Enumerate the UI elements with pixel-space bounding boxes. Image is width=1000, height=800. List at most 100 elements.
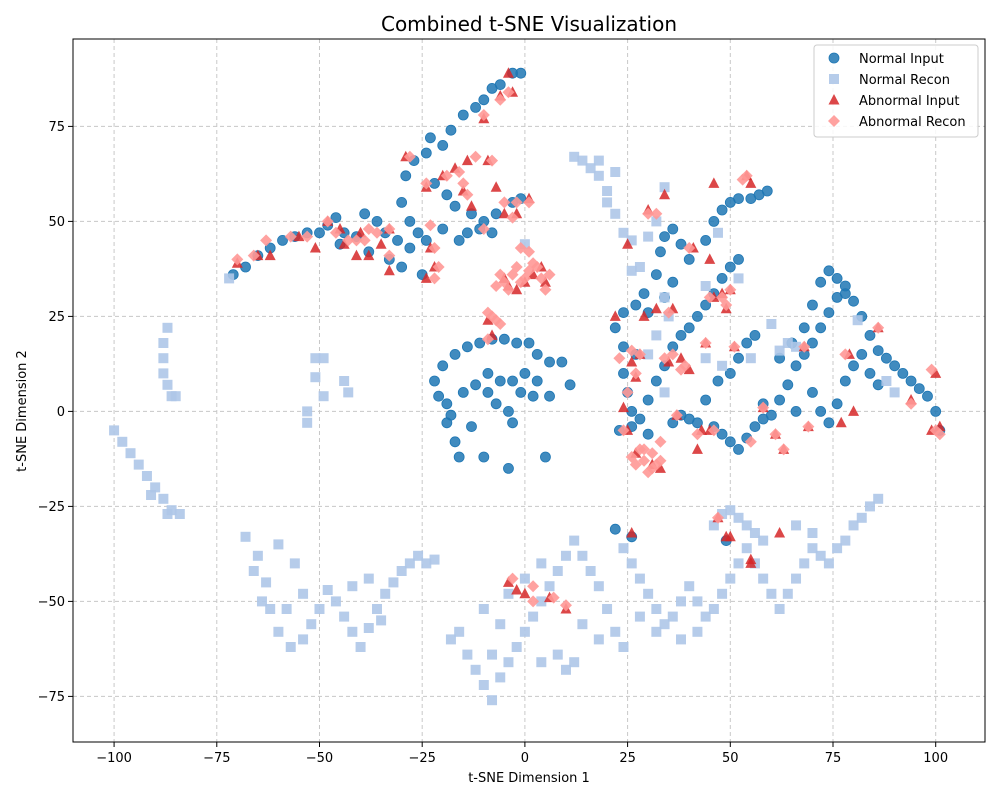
abnormal-input-point	[626, 527, 638, 538]
normal-input-point	[872, 345, 884, 357]
abnormal-recon-point	[527, 595, 540, 608]
normal-recon-point	[388, 577, 399, 588]
normal-recon-point	[692, 596, 703, 607]
normal-input-point	[519, 367, 531, 379]
normal-input-point	[503, 405, 514, 417]
normal-recon-point	[376, 615, 387, 626]
normal-recon-point	[659, 292, 670, 303]
legend: Normal Input Normal Recon Abnormal Input Ab…	[813, 44, 979, 138]
abnormal-recon-point	[724, 283, 737, 296]
normal-recon-point	[676, 596, 686, 607]
normal-recon-point	[692, 626, 703, 637]
abnormal-recon-point	[654, 454, 667, 467]
normal-recon-point	[569, 535, 580, 546]
normal-input-point	[905, 375, 917, 387]
normal-input-point	[433, 390, 445, 402]
normal-recon-point	[528, 611, 539, 622]
normal-recon-point	[560, 550, 571, 561]
normal-recon-point	[651, 216, 662, 227]
abnormal-recon-point	[638, 454, 651, 467]
normal-input-point	[650, 375, 662, 387]
normal-input-point	[655, 246, 666, 258]
normal-recon-point	[162, 322, 173, 333]
normal-recon-point	[174, 509, 185, 519]
abnormal-recon-point	[646, 447, 659, 460]
abnormal-recon-point	[679, 359, 692, 372]
abnormal-input-point	[309, 242, 321, 253]
normal-recon-point	[487, 695, 498, 706]
normal-input-point	[474, 337, 486, 349]
normal-recon-point	[133, 459, 144, 470]
normal-recon-point	[676, 634, 686, 645]
normal-recon-point	[712, 227, 723, 238]
normal-input-point	[441, 398, 453, 410]
normal-input-point	[449, 200, 461, 212]
abnormal-recon-point	[506, 572, 519, 585]
normal-recon-point	[470, 664, 481, 675]
normal-recon-point	[404, 558, 415, 569]
abnormal-recon-point	[683, 242, 696, 254]
normal-input-point	[437, 360, 449, 372]
normal-input-point	[733, 253, 744, 265]
abnormal-input-point	[519, 587, 531, 599]
abnormal-input-point	[704, 253, 716, 264]
normal-recon-point	[873, 493, 884, 504]
normal-recon-point	[552, 649, 563, 660]
normal-recon-point	[634, 573, 645, 584]
normal-input-point	[470, 102, 481, 113]
normal-recon-point	[741, 520, 752, 531]
abnormal-input-point	[675, 352, 687, 363]
normal-input-point	[683, 253, 695, 265]
normal-recon-point	[347, 626, 358, 637]
legend-box	[813, 44, 979, 138]
normal-input-point	[523, 337, 535, 349]
legend-label-abnormal-recon: Abnormal Recon	[859, 115, 966, 130]
normal-recon-point	[495, 619, 506, 630]
normal-recon-point	[261, 577, 272, 588]
normal-recon-point	[593, 634, 604, 645]
abnormal-input-point	[683, 363, 695, 375]
normal-input-point	[556, 356, 568, 368]
normal-recon-point	[445, 634, 456, 645]
abnormal-recon-point	[777, 443, 790, 456]
normal-recon-point	[643, 231, 654, 242]
abnormal-recon-point	[613, 352, 626, 365]
normal-recon-point	[585, 163, 596, 174]
normal-recon-point	[248, 566, 259, 576]
abnormal-recon-point	[638, 443, 651, 456]
normal-recon-point	[717, 509, 728, 519]
normal-input-point	[724, 367, 736, 379]
normal-recon-point	[651, 604, 662, 614]
abnormal-recon-point	[547, 591, 560, 604]
normal-input-point	[486, 227, 498, 239]
normal-recon-point	[610, 167, 621, 177]
abnormal-recon-point	[839, 348, 852, 361]
normal-input-point	[839, 375, 851, 387]
abnormal-recon-point	[350, 234, 363, 247]
normal-input-point	[749, 329, 761, 341]
normal-input-point	[441, 189, 453, 201]
abnormal-recon-point	[629, 458, 642, 471]
normal-recon-point	[298, 634, 309, 645]
y-tick-label: −25	[38, 500, 65, 515]
normal-recon-point	[265, 604, 276, 614]
normal-input-point	[782, 379, 794, 391]
normal-recon-point	[602, 186, 613, 196]
normal-recon-point	[421, 558, 432, 569]
normal-input-point	[650, 269, 662, 281]
normal-recon-point	[536, 596, 547, 607]
normal-recon-point	[651, 626, 662, 637]
abnormal-recon-point	[543, 268, 556, 281]
normal-input-point	[839, 288, 851, 300]
abnormal-input-point	[638, 310, 650, 321]
abnormal-recon-point	[440, 169, 453, 182]
normal-recon-point	[158, 368, 169, 379]
abnormal-recon-point	[383, 249, 396, 262]
abnormal-recon-point	[432, 261, 445, 273]
abnormal-recon-point	[494, 93, 507, 106]
abnormal-recon-point	[494, 318, 507, 330]
normal-recon-point	[298, 588, 309, 599]
normal-recon-point	[618, 227, 629, 238]
normal-input-point	[503, 462, 514, 474]
normal-input-point	[930, 405, 942, 417]
